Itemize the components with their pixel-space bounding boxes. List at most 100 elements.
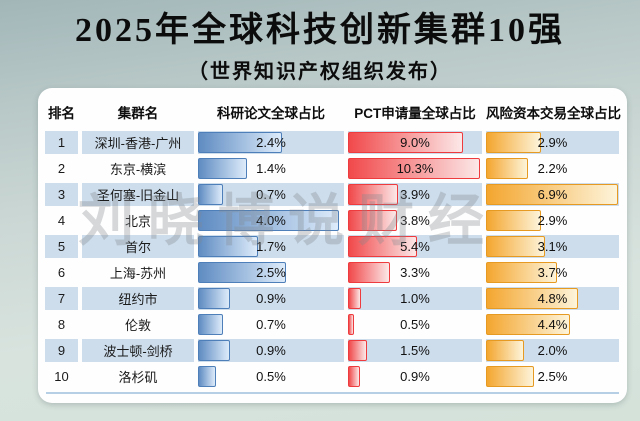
paper-share-bar <box>198 184 223 205</box>
pct-share-bar <box>348 132 464 153</box>
paper-share-bar-cell: 2.4% <box>198 131 344 154</box>
vc-share-bar-cell: 2.5% <box>486 365 619 388</box>
rank-value: 5 <box>57 239 66 254</box>
pct-share-bar-cell: 1.0% <box>348 287 482 310</box>
pct-share-bar-cell: 0.5% <box>348 313 482 336</box>
vc-share-bar <box>486 158 529 179</box>
table-row: 6 上海-苏州 2.5% 3.3% 3.7% <box>45 261 627 284</box>
pct-share-bar-cell: 10.3% <box>348 157 482 180</box>
vc-share-bar-cell: 2.9% <box>486 209 619 232</box>
paper-share-value: 0.9% <box>256 343 286 358</box>
table-row: 7 纽约市 0.9% 1.0% 4.8% <box>45 287 627 310</box>
pct-share-value: 10.3% <box>396 161 434 176</box>
paper-share-bar-cell: 1.4% <box>198 157 344 180</box>
cluster-name-cell: 波士顿-剑桥 <box>82 339 194 362</box>
table-body: 1 深圳-香港-广州 2.4% 9.0% 2.9% 2 东京-横滨 1.4% 1… <box>45 131 627 388</box>
paper-share-value: 4.0% <box>256 213 286 228</box>
page-title: 2025年全球科技创新集群10强 <box>75 12 565 49</box>
cluster-name: 东京-横滨 <box>109 162 167 177</box>
paper-share-bar-cell: 0.7% <box>198 183 344 206</box>
vc-share-bar <box>486 210 542 231</box>
cluster-name-cell: 上海-苏州 <box>82 261 194 284</box>
table-row: 4 北京 4.0% 3.8% 2.9% <box>45 209 627 232</box>
header-rank: 排名 <box>48 106 75 121</box>
vc-share-bar <box>486 132 542 153</box>
cluster-name: 圣何塞-旧金山 <box>96 188 180 203</box>
paper-share-bar-cell: 1.7% <box>198 235 344 258</box>
pct-share-value: 3.3% <box>400 265 430 280</box>
paper-share-bar <box>198 158 248 179</box>
vc-share-bar-cell: 3.1% <box>486 235 619 258</box>
vc-share-bar <box>486 366 534 387</box>
rank-value: 3 <box>57 187 66 202</box>
pct-share-value: 1.0% <box>400 291 430 306</box>
table-row: 10 洛杉矶 0.5% 0.9% 2.5% <box>45 365 627 388</box>
cluster-name: 洛杉矶 <box>118 370 158 385</box>
pct-share-value: 1.5% <box>400 343 430 358</box>
pct-share-value: 0.9% <box>400 369 430 384</box>
cluster-name-cell: 北京 <box>82 209 194 232</box>
rank-cell: 1 <box>45 131 78 154</box>
vc-share-bar <box>486 262 557 283</box>
paper-share-bar-cell: 0.9% <box>198 287 344 310</box>
vc-share-value: 2.2% <box>537 161 568 176</box>
vc-share-bar <box>486 184 619 205</box>
rank-value: 9 <box>57 343 66 358</box>
rank-cell: 8 <box>45 313 78 336</box>
vc-share-value: 4.4% <box>537 317 568 332</box>
paper-share-value: 2.5% <box>256 265 286 280</box>
rank-cell: 3 <box>45 183 78 206</box>
pct-share-bar <box>348 210 397 231</box>
table-row: 9 波士顿-剑桥 0.9% 1.5% 2.0% <box>45 339 627 362</box>
vc-share-bar-cell: 2.0% <box>486 339 619 362</box>
vc-share-value: 3.7% <box>537 265 568 280</box>
rank-value: 4 <box>57 213 66 228</box>
vc-share-bar-cell: 2.2% <box>486 157 619 180</box>
pct-share-bar <box>348 288 361 309</box>
cluster-name: 上海-苏州 <box>109 266 167 281</box>
pct-share-bar <box>348 236 418 257</box>
paper-share-bar <box>198 236 258 257</box>
paper-share-bar-cell: 0.7% <box>198 313 344 336</box>
header-vc-share: 风险资本交易全球占比 <box>486 106 621 121</box>
rank-cell: 7 <box>45 287 78 310</box>
rank-cell: 6 <box>45 261 78 284</box>
vc-share-value: 2.9% <box>537 135 568 150</box>
table-card: 排名 集群名 科研论文全球占比 PCT申请量全球占比 风险资本交易全球占比 1 … <box>38 88 627 403</box>
cluster-name-cell: 圣何塞-旧金山 <box>82 183 194 206</box>
title-block: 2025年全球科技创新集群10强 （世界知识产权组织发布） <box>0 10 640 84</box>
table-row: 8 伦敦 0.7% 0.5% 4.4% <box>45 313 627 336</box>
paper-share-bar-cell: 0.5% <box>198 365 344 388</box>
cluster-name-cell: 深圳-香港-广州 <box>82 131 194 154</box>
cluster-name: 伦敦 <box>124 318 151 333</box>
pct-share-value: 3.9% <box>400 187 430 202</box>
vc-share-bar-cell: 2.9% <box>486 131 619 154</box>
pct-share-bar-cell: 3.3% <box>348 261 482 284</box>
pct-share-bar-cell: 9.0% <box>348 131 482 154</box>
rank-value: 8 <box>57 317 66 332</box>
paper-share-value: 0.9% <box>256 291 286 306</box>
table-row: 3 圣何塞-旧金山 0.7% 3.9% 6.9% <box>45 183 627 206</box>
pct-share-bar <box>348 314 355 335</box>
table-row: 1 深圳-香港-广州 2.4% 9.0% 2.9% <box>45 131 627 154</box>
vc-share-value: 2.0% <box>537 343 568 358</box>
paper-share-value: 0.5% <box>256 369 286 384</box>
paper-share-bar <box>198 288 230 309</box>
paper-share-bar <box>198 314 223 335</box>
paper-share-bar-cell: 0.9% <box>198 339 344 362</box>
vc-share-bar-cell: 3.7% <box>486 261 619 284</box>
rank-value: 10 <box>54 369 69 384</box>
paper-share-bar <box>198 132 283 153</box>
paper-share-bar <box>198 210 339 231</box>
pct-share-bar <box>348 340 368 361</box>
rank-cell: 4 <box>45 209 78 232</box>
rank-value: 6 <box>57 265 66 280</box>
paper-share-value: 1.4% <box>256 161 286 176</box>
table-bottom-divider <box>46 392 619 394</box>
paper-share-bar <box>198 366 216 387</box>
paper-share-value: 1.7% <box>256 239 286 254</box>
page-subtitle: （世界知识产权组织发布） <box>188 60 452 83</box>
header-paper-share: 科研论文全球占比 <box>217 106 325 121</box>
rank-value: 1 <box>57 135 66 150</box>
cluster-name: 深圳-香港-广州 <box>94 136 182 151</box>
